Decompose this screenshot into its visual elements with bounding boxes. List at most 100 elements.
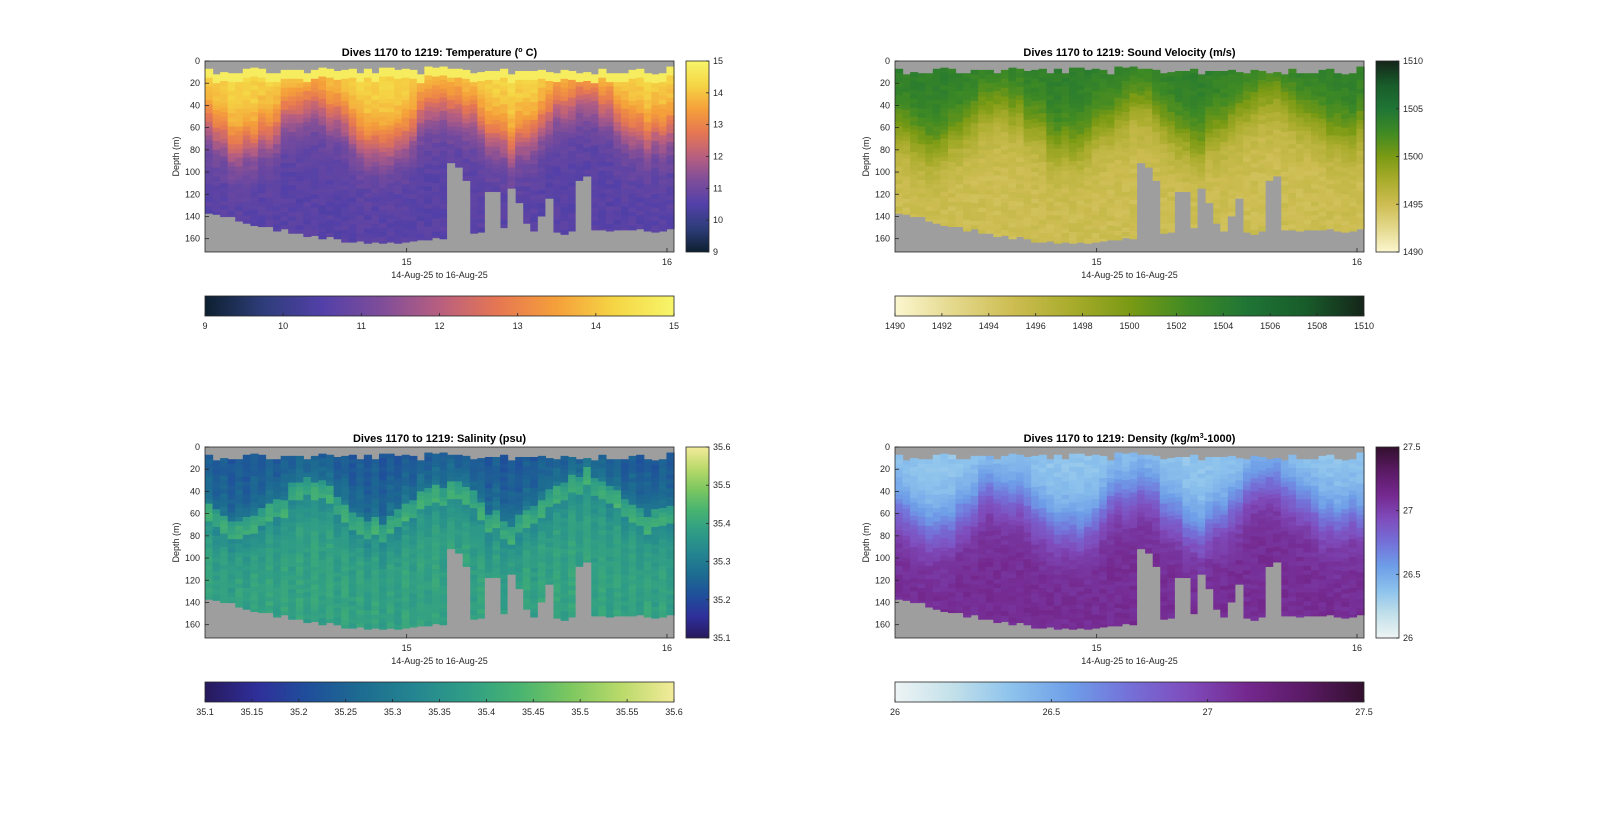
heatmap-cell — [666, 66, 675, 72]
heatmap-cell — [1250, 78, 1259, 84]
heatmap-cell — [545, 125, 554, 131]
heatmap-cell — [658, 206, 668, 212]
heatmap-cell — [568, 106, 577, 112]
heatmap-cell — [500, 153, 509, 159]
heatmap-cell — [1288, 139, 1297, 145]
heatmap-cell — [280, 132, 289, 138]
heatmap-cell — [250, 98, 259, 104]
heatmap-cell — [1159, 179, 1168, 185]
heatmap-cell — [416, 78, 425, 84]
heatmap-cell — [1106, 220, 1115, 226]
heatmap-cell — [220, 538, 229, 544]
heatmap-cell — [947, 157, 957, 163]
heatmap-cell — [1068, 174, 1078, 180]
heatmap-cell — [220, 551, 229, 557]
heatmap-cell — [598, 68, 607, 74]
heatmap-cell — [280, 167, 289, 173]
y-tick-label: 140 — [185, 211, 200, 221]
heatmap-cell — [273, 499, 282, 505]
heatmap-cell — [1076, 205, 1085, 211]
heatmap-cell — [401, 153, 410, 159]
heatmap-cell — [651, 74, 660, 80]
heatmap-cell — [318, 76, 327, 82]
heatmap-cell — [1174, 84, 1184, 90]
heatmap-cell — [1031, 145, 1040, 151]
heatmap-cell — [333, 102, 342, 108]
heatmap-cell — [1212, 159, 1221, 165]
heatmap-cell — [500, 99, 509, 105]
heatmap-cell — [220, 169, 229, 175]
heatmap-cell — [1167, 85, 1176, 91]
heatmap-cell — [257, 82, 267, 88]
heatmap-cell — [522, 124, 531, 130]
heatmap-cell — [273, 82, 282, 88]
heatmap-cell — [1227, 198, 1236, 204]
heatmap-cell — [356, 82, 365, 88]
heatmap-cell — [280, 566, 289, 572]
heatmap-cell — [341, 216, 350, 222]
heatmap-cell — [220, 80, 229, 87]
heatmap-cell — [1311, 162, 1320, 168]
heatmap-cell — [507, 123, 516, 129]
heatmap-cell — [310, 167, 320, 173]
heatmap-cell — [235, 512, 244, 518]
heatmap-cell — [416, 74, 425, 80]
heatmap-cell — [280, 185, 289, 191]
heatmap-cell — [356, 184, 365, 190]
heatmap-cell — [963, 126, 972, 132]
heatmap-cell — [1356, 182, 1365, 188]
heatmap-cell — [303, 210, 312, 216]
heatmap-cell — [1106, 83, 1115, 89]
heatmap-cell — [265, 552, 274, 558]
heatmap-cell — [643, 144, 652, 150]
heatmap-cell — [1220, 177, 1229, 183]
heatmap-cell — [477, 200, 486, 206]
heatmap-cell — [1280, 220, 1289, 226]
heatmap-cell — [1137, 99, 1146, 105]
heatmap-cell — [1076, 143, 1085, 149]
heatmap-cell — [910, 116, 919, 122]
heatmap-cell — [1212, 110, 1221, 117]
heatmap-cell — [295, 136, 304, 142]
heatmap-cell — [401, 237, 410, 243]
heatmap-cell — [1295, 224, 1305, 230]
heatmap-cell — [1076, 192, 1085, 198]
heatmap-cell — [1053, 228, 1063, 234]
heatmap-cell — [621, 148, 630, 154]
heatmap-cell — [552, 108, 562, 114]
heatmap-cell — [605, 202, 615, 208]
heatmap-cell — [257, 90, 267, 97]
heatmap-cell — [1356, 199, 1365, 205]
heatmap-cell — [265, 485, 274, 491]
heatmap-cell — [1129, 213, 1138, 219]
heatmap-cell — [613, 206, 622, 212]
heatmap-cell — [1348, 197, 1358, 203]
heatmap-cell — [1008, 134, 1017, 140]
heatmap-cell — [895, 77, 904, 83]
heatmap-cell — [1288, 193, 1297, 199]
heatmap-cell — [288, 167, 297, 173]
heatmap-cell — [970, 96, 979, 102]
heatmap-cell — [1288, 148, 1297, 154]
heatmap-cell — [1023, 173, 1032, 179]
heatmap-cell — [1152, 69, 1161, 75]
heatmap-cell — [401, 135, 410, 141]
heatmap-cell — [1182, 110, 1191, 117]
heatmap-cell — [348, 117, 357, 123]
heatmap-cell — [590, 198, 599, 204]
heatmap-cell — [250, 209, 259, 215]
heatmap-cell — [963, 95, 972, 101]
heatmap-cell — [1106, 216, 1115, 222]
heatmap-cell — [530, 204, 539, 210]
heatmap-cell — [273, 224, 282, 230]
heatmap-cell — [568, 190, 577, 196]
heatmap-cell — [235, 206, 244, 212]
heatmap-cell — [1000, 180, 1010, 186]
heatmap-cell — [205, 592, 214, 598]
heatmap-cell — [1348, 184, 1358, 190]
heatmap-cell — [1053, 184, 1063, 190]
heatmap-cell — [1144, 113, 1153, 119]
heatmap-cell — [1038, 162, 1047, 168]
heatmap-cell — [220, 205, 229, 211]
heatmap-cell — [500, 82, 509, 88]
